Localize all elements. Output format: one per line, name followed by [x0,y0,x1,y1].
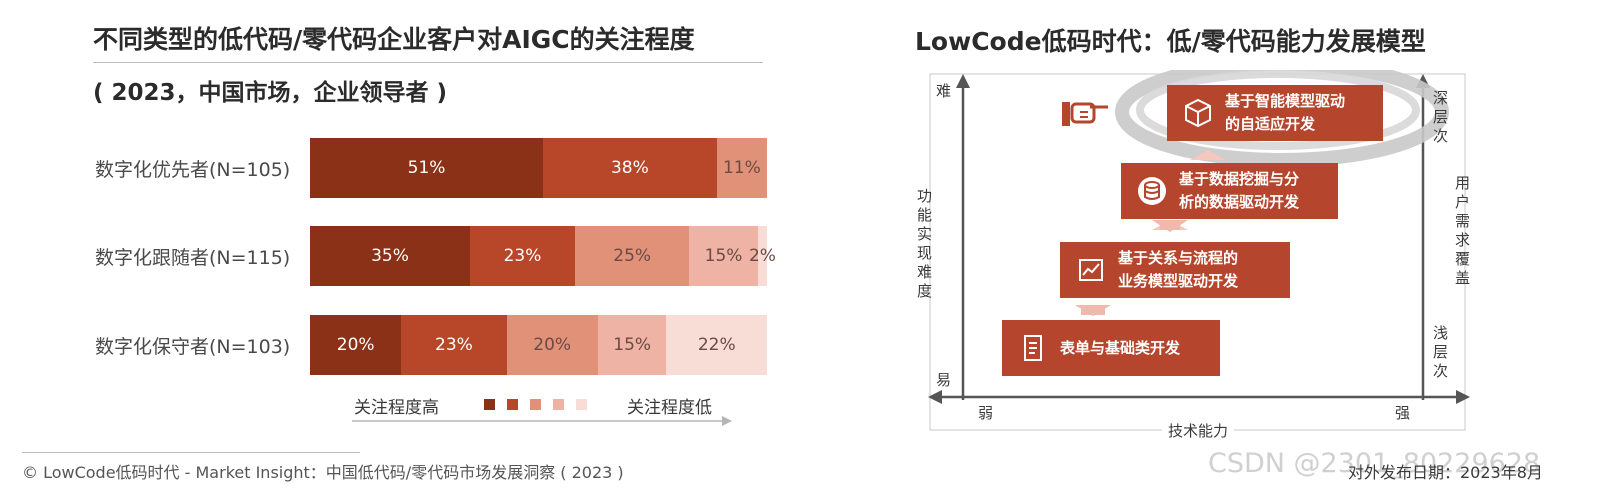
pointing-hand-icon [1062,102,1108,126]
bar-segment: 25% [575,226,690,286]
database-icon [1138,177,1166,205]
legend-swatch-4 [553,399,564,410]
bar-segment: 51% [310,138,544,198]
right-axis-bottom-label: 浅层次 [1431,325,1449,382]
title-divider [93,62,763,63]
stage-2-label: 基于关系与流程的 业务模型驱动开发 [1118,249,1239,290]
bar-segment: 2% [749,226,776,286]
release-date: 对外发布日期：2023年8月 [1348,463,1543,482]
y-axis-bottom-label: 易 [936,371,952,389]
bar-segment: 22% [666,315,767,375]
bar-value-label: 15% [704,246,743,266]
footer-divider [22,452,360,453]
stage-3-label: 基于数据挖掘与分 析的数据驱动开发 [1179,170,1300,211]
stage-form-basic-dev: 表单与基础类开发 [1002,320,1220,376]
legend-arrow [352,416,732,426]
y-axis-title: 功能实现难度 [915,188,933,302]
capability-model-diagram [928,70,1470,431]
legend-swatch-5 [576,399,587,410]
bar-value-label: 20% [336,335,375,355]
stacked-bar: 20% 23% 20% 15% 22% [310,315,767,375]
bar-value-label: 15% [613,335,652,355]
stacked-bar: 35% 23% 25% 15% 2% [310,226,776,286]
bar-value-label: 35% [371,246,409,266]
bar-segment: 11% [716,138,767,198]
bar-segment: 20% [310,315,402,375]
bar-value-label: 20% [533,335,572,355]
legend-swatch-2 [507,399,518,410]
bar-segment: 15% [689,226,758,286]
bar-value-label: 23% [503,246,542,266]
footer-source: © LowCode低码时代 - Market Insight：中国低代码/零代码… [22,463,624,482]
legend-swatch-3 [530,399,541,410]
document-icon [1024,335,1042,361]
bar-value-label: 25% [613,246,652,266]
right-axis-top-label: 深层次 [1431,90,1449,147]
row-label: 数字化跟随者(N=115) [95,247,291,269]
left-chart-title: 不同类型的低代码/零代码企业客户对AIGC的关注程度 [93,25,695,54]
chart-icon [1079,259,1103,281]
bar-segment: 15% [597,315,667,375]
row-label: 数字化保守者(N=103) [95,336,291,358]
bar-value-label: 23% [435,335,473,355]
stage-1-label: 表单与基础类开发 [1060,338,1181,357]
x-axis-left-label: 弱 [978,404,994,422]
x-axis-title: 技术能力 [1162,420,1235,441]
row-label: 数字化优先者(N=105) [95,159,291,181]
legend-swatch-1 [484,399,495,410]
right-diagram-title: LowCode低码时代：低/零代码能力发展模型 [915,27,1426,56]
bar-segment: 20% [506,315,598,375]
bar-value-label: 22% [697,335,736,355]
cube-icon [1185,98,1211,128]
legend-high-label: 关注程度高 [354,398,439,418]
bar-value-label: 11% [722,158,761,178]
left-chart-subtitle: ( 2023，中国市场，企业领导者 ) [93,80,448,106]
stage-business-model-dev: 基于关系与流程的 业务模型驱动开发 [1060,242,1290,298]
stage-intelligent-model-dev: 基于智能模型驱动 的自适应开发 [1167,85,1383,141]
bar-value-label: 51% [407,158,446,178]
right-axis-title: 用户需求覆盖 [1453,175,1471,289]
stacked-bar: 51% 38% 11% [310,138,767,198]
watermark: CSDN @2301_80229628 [1208,448,1541,479]
bar-segment: 35% [310,226,470,286]
x-axis-right-label: 强 [1395,404,1411,422]
bar-segment: 38% [543,138,717,198]
bar-value-label: 2% [748,246,776,266]
bar-segment: 23% [469,226,576,286]
legend-low-label: 关注程度低 [627,398,712,418]
stage-4-label: 基于智能模型驱动 的自适应开发 [1225,92,1346,133]
bar-value-label: 38% [610,158,649,178]
y-axis-top-label: 难 [936,82,952,100]
bar-segment: 23% [401,315,507,375]
stage-data-driven-dev: 基于数据挖掘与分 析的数据驱动开发 [1121,163,1338,219]
